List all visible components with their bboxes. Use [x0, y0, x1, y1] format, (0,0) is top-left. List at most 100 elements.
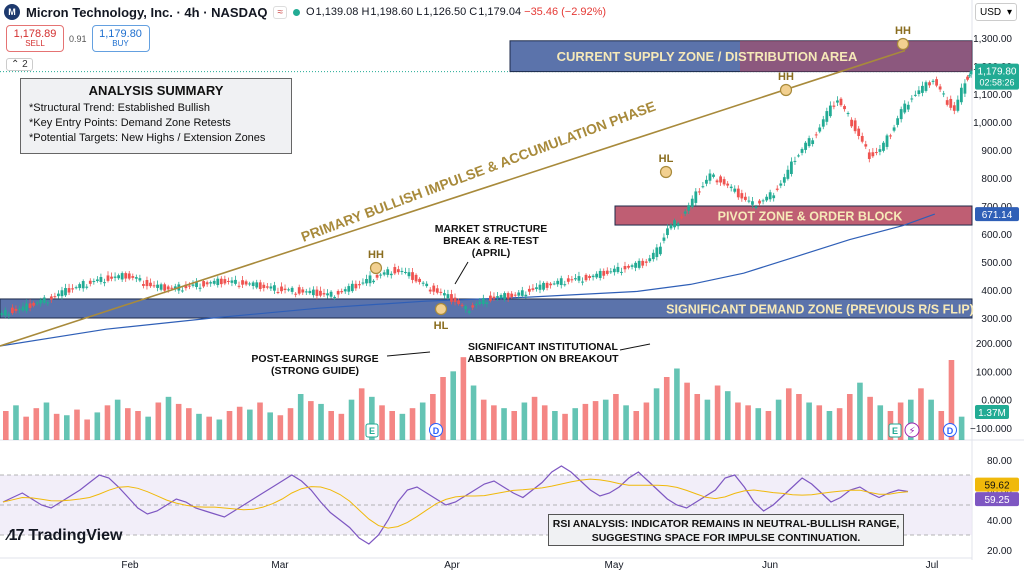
candle-body: [67, 288, 71, 293]
volume-tick-label: 200.000: [976, 339, 1013, 350]
candle-body: [142, 284, 145, 286]
volume-bar: [480, 399, 487, 440]
buy-button[interactable]: 1,179.80 BUY: [91, 25, 150, 52]
candle-body: [524, 294, 528, 297]
candle-body: [705, 179, 708, 184]
candle-body: [595, 273, 599, 278]
volume-bar: [714, 385, 721, 440]
swing-point-marker: [779, 83, 793, 97]
candle-body: [489, 295, 492, 301]
rsi-tick-label: 40.00: [987, 516, 1012, 527]
candle-body: [322, 293, 326, 295]
candle-body: [517, 292, 521, 296]
candle-body: [503, 293, 506, 300]
candle-body: [602, 270, 606, 276]
candle-body: [754, 206, 758, 208]
candle-body: [110, 276, 113, 279]
price-tick-label: 1,100.00: [973, 90, 1012, 101]
candle-body: [531, 288, 535, 290]
compare-icon[interactable]: ≈: [273, 5, 287, 19]
candle-body: [0, 312, 4, 316]
volume-bar: [236, 406, 243, 440]
candle-body: [149, 282, 152, 287]
volume-bar: [907, 399, 914, 440]
volume-bar: [755, 408, 762, 440]
candle-body: [188, 285, 191, 287]
volume-bar: [389, 411, 395, 440]
volume-bar: [735, 402, 741, 440]
candle-body: [28, 303, 32, 308]
volume-bar: [582, 403, 589, 440]
candle-body: [570, 279, 574, 281]
sell-button[interactable]: 1,178.89 SELL: [6, 25, 64, 52]
volume-bar: [653, 388, 660, 440]
candle-body: [577, 276, 581, 281]
candle-body: [910, 98, 914, 100]
indicator-collapse-button[interactable]: ⌃ 2: [6, 58, 33, 71]
candle-body: [821, 119, 825, 127]
volume-bar: [409, 408, 416, 440]
candle-body: [372, 280, 375, 283]
candle-body: [545, 282, 549, 288]
earnings-marker-icon: [888, 423, 902, 438]
candle-body: [906, 104, 910, 110]
price-tick-label: 1,000.00: [973, 118, 1012, 129]
candle-body: [775, 188, 779, 190]
zone-pivot: [614, 205, 973, 226]
ohlc-open: 1,139.08: [315, 6, 359, 18]
candle-body: [959, 87, 963, 103]
candle-body: [156, 284, 159, 288]
tradingview-logo[interactable]: ⁄17 TradingView: [8, 527, 122, 545]
volume-bar: [857, 382, 863, 440]
candle-body: [485, 302, 489, 304]
candle-body: [481, 298, 485, 304]
candle-body: [53, 296, 57, 298]
candle-body: [386, 269, 390, 275]
candle-body: [623, 266, 627, 270]
candle-body: [506, 293, 510, 299]
candle-body: [276, 291, 280, 293]
candle-body: [662, 237, 666, 241]
candle-body: [839, 98, 843, 106]
candle-body: [701, 186, 705, 188]
candle-body: [967, 75, 971, 77]
candle-body: [457, 300, 460, 304]
candle-body: [673, 220, 676, 228]
candle-body: [627, 265, 630, 268]
candle-body: [913, 94, 917, 96]
candle-body: [644, 261, 648, 263]
volume-bar: [724, 391, 731, 440]
candle-body: [917, 90, 921, 94]
candle-body: [655, 247, 659, 258]
zone-label-pivot: PIVOT ZONE & ORDER BLOCK: [718, 210, 903, 224]
volume-bar: [836, 408, 843, 440]
candle-body: [761, 200, 765, 202]
volume-bar: [23, 416, 29, 440]
volume-bar: [867, 396, 873, 440]
time-tick-label: Jul: [926, 560, 939, 571]
candle-body: [255, 282, 259, 288]
candle-body: [418, 278, 422, 283]
candle-body: [180, 290, 184, 292]
volume-tag-label: 1.37M: [978, 408, 1006, 419]
currency-select[interactable]: USD ▾: [975, 3, 1017, 21]
candle-body: [340, 291, 344, 293]
volume-bar: [186, 408, 192, 440]
event-marker-label: D: [947, 426, 954, 436]
volume-bar: [135, 411, 141, 440]
candle-body: [439, 291, 443, 293]
candle-body: [237, 285, 241, 287]
candle-body: [134, 277, 138, 279]
buy-price: 1,179.80: [99, 28, 142, 41]
candle-body: [478, 301, 482, 304]
volume-bar: [918, 388, 924, 440]
volume-bar: [450, 371, 457, 440]
volume-bar: [84, 419, 90, 440]
candle-body: [882, 142, 885, 151]
candle-body: [95, 279, 99, 282]
candle-body: [871, 152, 875, 157]
countdown-label: 02:58:26: [979, 78, 1014, 88]
symbol-title[interactable]: Micron Technology, Inc. · 4h · NASDAQ: [26, 4, 268, 20]
candle-body: [563, 284, 567, 286]
